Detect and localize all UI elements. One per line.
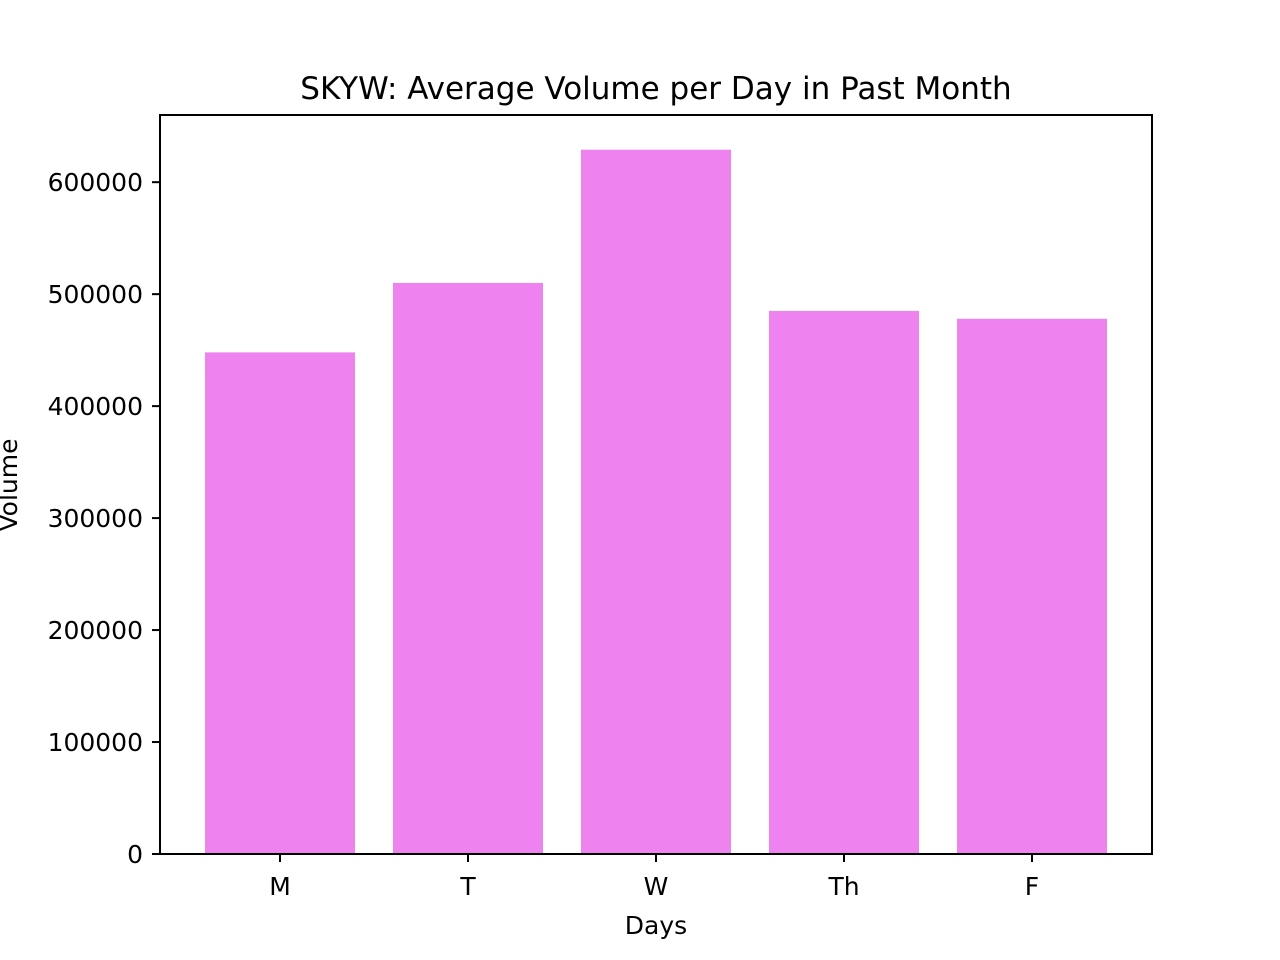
bars-group <box>205 149 1107 855</box>
chart-title: SKYW: Average Volume per Day in Past Mon… <box>300 71 1011 107</box>
x-axis-label: Days <box>625 911 687 940</box>
y-tick-label: 200000 <box>48 616 143 645</box>
y-tick-label: 400000 <box>48 392 143 421</box>
x-tick-label: M <box>269 872 291 901</box>
x-tick-label: F <box>1025 872 1039 901</box>
y-tick-label: 100000 <box>48 728 143 757</box>
y-tick-label: 0 <box>127 840 143 869</box>
y-axis-ticks: 0 100000 200000 300000 400000 500000 600000 <box>48 168 160 869</box>
y-tick-label: 300000 <box>48 504 143 533</box>
bar-t <box>393 282 543 854</box>
bar-th <box>769 310 919 854</box>
bar-w <box>581 149 731 855</box>
bar-m <box>205 352 355 854</box>
x-tick-label: Th <box>827 872 859 901</box>
y-axis-label: Volume <box>0 439 23 532</box>
y-tick-label: 600000 <box>48 168 143 197</box>
x-tick-label: T <box>459 872 476 901</box>
bar-f <box>957 318 1107 854</box>
y-tick-label: 500000 <box>48 280 143 309</box>
x-axis-ticks: M T W Th F <box>269 854 1039 901</box>
x-tick-label: W <box>644 872 669 901</box>
